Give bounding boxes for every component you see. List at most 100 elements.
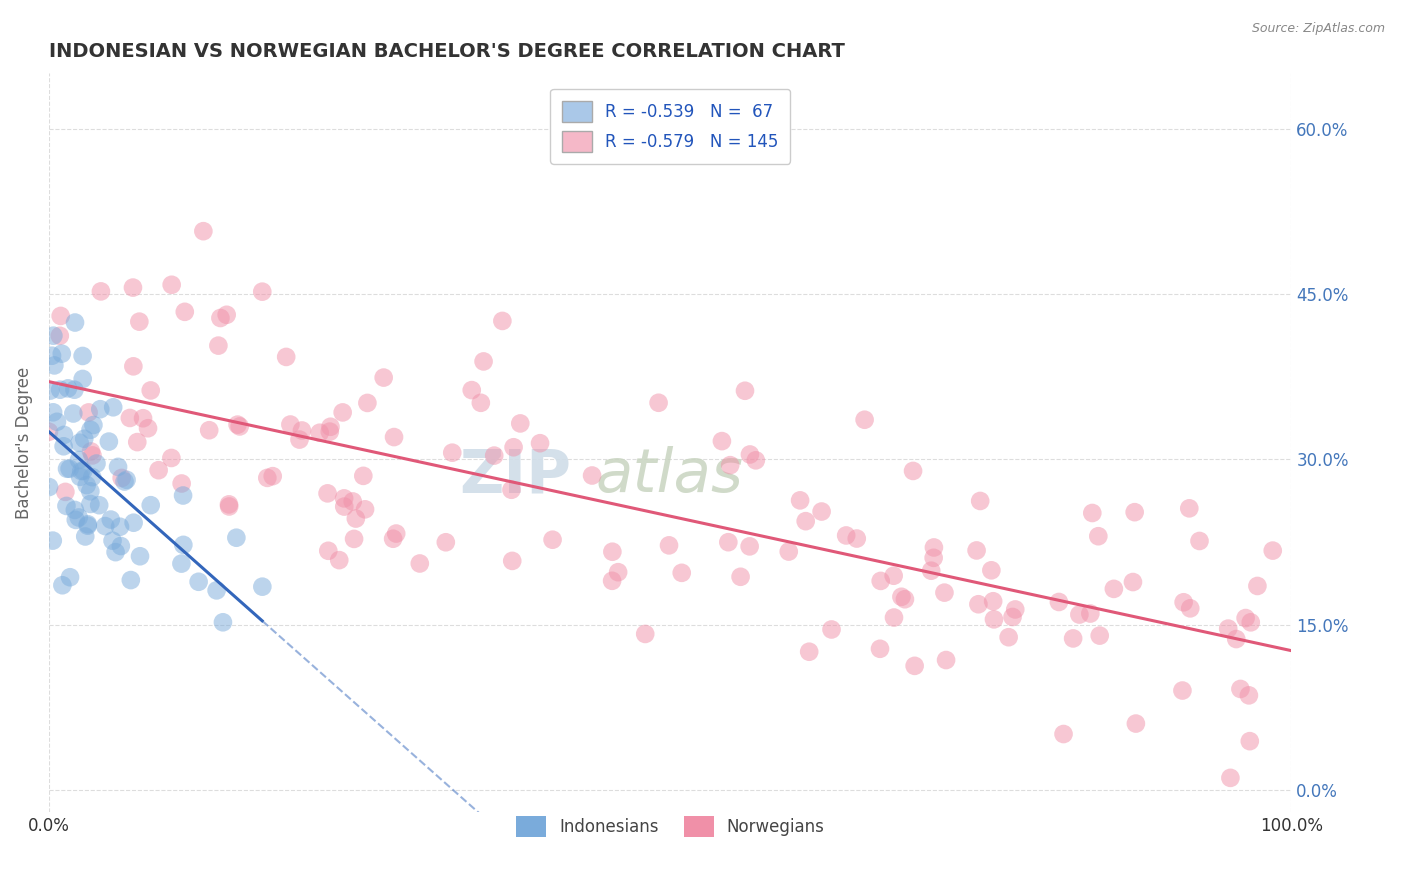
Point — [409, 557, 432, 571]
Point — [52, 428, 75, 442]
Text: INDONESIAN VS NORWEGIAN BACHELOR'S DEGREE CORRELATION CHART: INDONESIAN VS NORWEGIAN BACHELOR'S DEGRE… — [49, 42, 845, 61]
Point — [139, 384, 162, 398]
Point — [173, 305, 195, 319]
Point — [198, 423, 221, 437]
Point — [101, 533, 124, 548]
Point — [120, 573, 142, 587]
Point — [41, 349, 63, 363]
Point — [252, 580, 274, 594]
Point — [1239, 734, 1261, 748]
Point — [1122, 575, 1144, 590]
Point — [139, 498, 162, 512]
Point — [1219, 771, 1241, 785]
Point — [717, 535, 740, 549]
Point — [922, 550, 945, 565]
Point — [738, 448, 761, 462]
Point — [602, 545, 624, 559]
Point — [82, 417, 104, 432]
Point — [108, 520, 131, 534]
Point — [1047, 595, 1070, 609]
Point — [107, 459, 129, 474]
Point — [59, 462, 82, 476]
Point — [59, 570, 82, 584]
Point — [82, 449, 104, 463]
Point — [226, 417, 249, 432]
Point — [472, 354, 495, 368]
Point — [72, 349, 94, 363]
Point — [1125, 716, 1147, 731]
Point — [541, 533, 564, 547]
Point — [82, 470, 104, 484]
Point — [1180, 601, 1202, 615]
Point — [44, 359, 66, 373]
Point — [1229, 681, 1251, 696]
Point — [434, 535, 457, 549]
Point — [55, 499, 77, 513]
Point — [56, 462, 79, 476]
Point — [342, 494, 364, 508]
Point — [1188, 533, 1211, 548]
Point — [288, 433, 311, 447]
Point — [502, 440, 524, 454]
Point — [89, 498, 111, 512]
Point — [51, 578, 73, 592]
Point — [373, 370, 395, 384]
Point — [252, 285, 274, 299]
Point — [42, 533, 65, 548]
Point — [634, 627, 657, 641]
Point — [62, 407, 84, 421]
Point — [127, 435, 149, 450]
Point — [63, 383, 86, 397]
Point — [262, 469, 284, 483]
Point — [65, 513, 87, 527]
Point — [980, 563, 1002, 577]
Point — [70, 464, 93, 478]
Point — [132, 411, 155, 425]
Point — [529, 436, 551, 450]
Point — [94, 519, 117, 533]
Point — [1080, 607, 1102, 621]
Point — [67, 453, 90, 467]
Legend: Indonesians, Norwegians: Indonesians, Norwegians — [509, 809, 831, 844]
Point — [187, 574, 209, 589]
Point — [42, 405, 65, 419]
Point — [845, 532, 868, 546]
Point — [778, 544, 800, 558]
Point — [172, 538, 194, 552]
Point — [193, 224, 215, 238]
Point — [79, 484, 101, 499]
Point — [1088, 629, 1111, 643]
Point — [981, 594, 1004, 608]
Point — [77, 405, 100, 419]
Point — [218, 500, 240, 514]
Point — [734, 384, 756, 398]
Point — [1087, 529, 1109, 543]
Point — [291, 424, 314, 438]
Point — [1052, 727, 1074, 741]
Point — [111, 471, 134, 485]
Point — [38, 425, 60, 439]
Point — [382, 532, 405, 546]
Point — [67, 510, 90, 524]
Point — [39, 384, 62, 398]
Point — [122, 359, 145, 374]
Point — [118, 411, 141, 425]
Point — [901, 464, 924, 478]
Point — [1081, 506, 1104, 520]
Point — [53, 484, 76, 499]
Point — [170, 476, 193, 491]
Point — [218, 497, 240, 511]
Point — [319, 419, 342, 434]
Point — [215, 308, 238, 322]
Point — [276, 350, 298, 364]
Point — [922, 541, 945, 555]
Point — [42, 328, 65, 343]
Point — [333, 491, 356, 506]
Point — [103, 401, 125, 415]
Point — [225, 531, 247, 545]
Point — [90, 285, 112, 299]
Point — [104, 545, 127, 559]
Point — [280, 417, 302, 432]
Point — [316, 543, 339, 558]
Point — [853, 413, 876, 427]
